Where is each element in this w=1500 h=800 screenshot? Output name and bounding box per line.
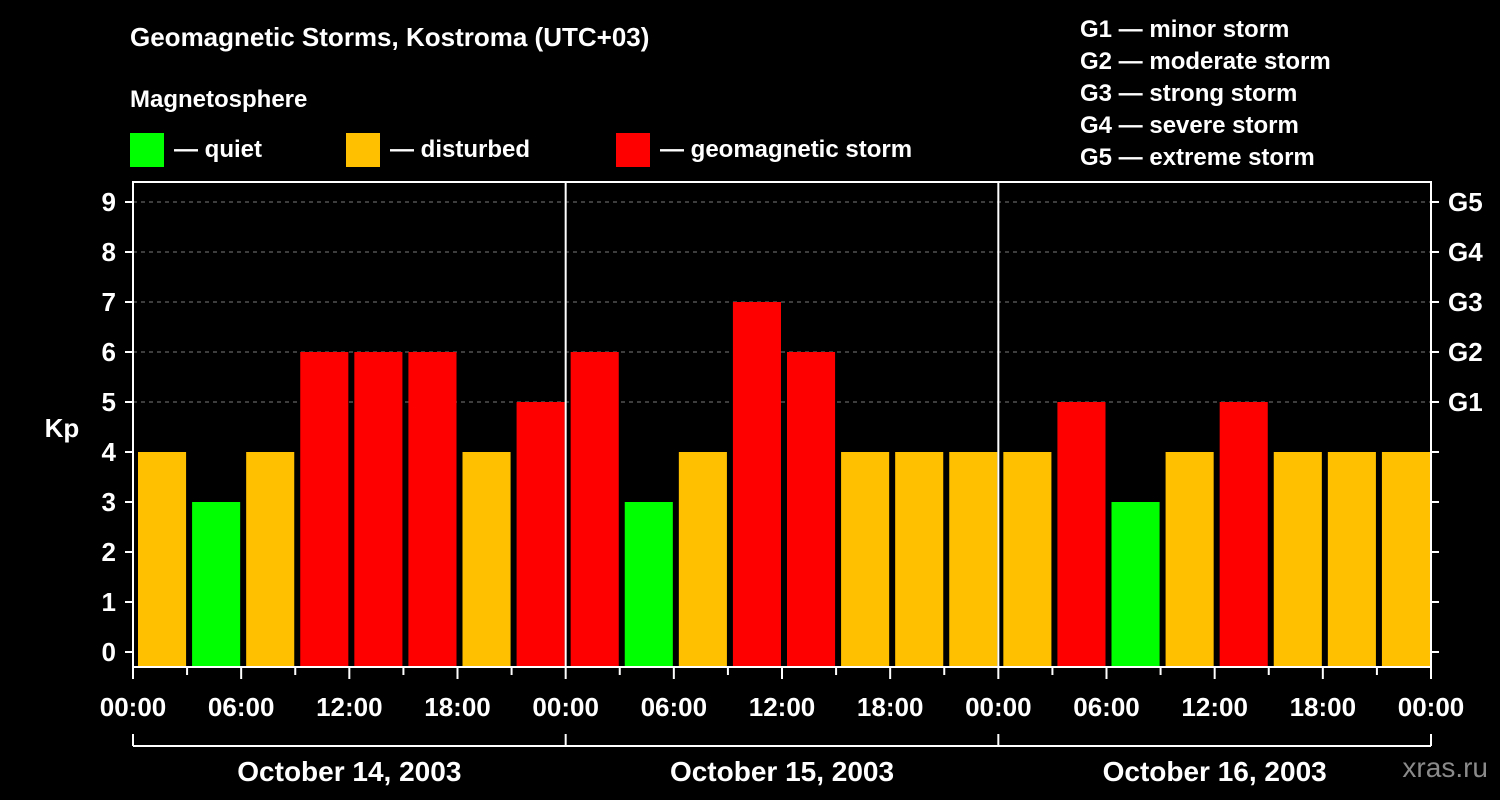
kp-bar	[1327, 452, 1376, 667]
legend-label-quiet: — quiet	[174, 136, 262, 163]
x-axis: 00:00 06:00 12:00 18:00 00:00 06:00 12:00 18:00…	[100, 667, 1465, 787]
kp-bar	[246, 452, 295, 667]
kp-bar	[624, 502, 673, 667]
kp-bar	[732, 302, 781, 667]
g-axis-label: G4	[1448, 237, 1483, 267]
x-tick-label: 12:00	[1181, 692, 1248, 722]
kp-bar	[516, 402, 565, 667]
day-label: October 14, 2003	[237, 756, 461, 787]
x-tick-label: 18:00	[424, 692, 491, 722]
x-tick-label: 18:00	[1290, 692, 1357, 722]
g-axis-label: G5	[1448, 187, 1483, 217]
legend-item-quiet: — quiet	[130, 133, 262, 167]
g-axis-label: G1	[1448, 387, 1483, 417]
y-tick-label: 3	[102, 487, 116, 517]
g-level-3: G3 — strong storm	[1080, 80, 1298, 107]
y-tick-label: 8	[102, 237, 116, 267]
kp-bar	[1219, 402, 1268, 667]
bars	[138, 302, 1430, 667]
legend-label-disturbed: — disturbed	[390, 136, 531, 163]
kp-bar	[895, 452, 944, 667]
kp-bar	[192, 502, 241, 667]
kp-bar	[1111, 502, 1160, 667]
y-axis-label: Kp	[45, 413, 80, 443]
legend-swatch-disturbed	[346, 133, 380, 167]
g-axis-label: G2	[1448, 337, 1483, 367]
right-axis: G1 G2 G3 G4 G5	[1431, 187, 1483, 653]
day-label: October 16, 2003	[1103, 756, 1327, 787]
kp-bar	[138, 452, 187, 667]
kp-bar	[678, 452, 727, 667]
y-tick-label: 9	[102, 187, 116, 217]
kp-bar	[841, 452, 890, 667]
x-tick-label: 00:00	[100, 692, 167, 722]
x-tick-label: 06:00	[1073, 692, 1140, 722]
g-level-2: G2 — moderate storm	[1080, 48, 1331, 75]
y-tick-label: 1	[102, 587, 116, 617]
legend-label-storm: — geomagnetic storm	[660, 136, 913, 163]
grid-lines	[133, 201, 1431, 403]
y-tick-label: 6	[102, 337, 116, 367]
kp-bar	[1273, 452, 1322, 667]
day-label: October 15, 2003	[670, 756, 894, 787]
y-tick-label: 2	[102, 537, 116, 567]
y-tick-label: 7	[102, 287, 116, 317]
kp-bar	[408, 352, 457, 667]
x-tick-label: 00:00	[1398, 692, 1465, 722]
kp-bar	[787, 352, 836, 667]
kp-bar	[1003, 452, 1052, 667]
kp-bar	[1381, 452, 1430, 667]
kp-bar	[949, 452, 998, 667]
chart-title: Geomagnetic Storms, Kostroma (UTC+03)	[130, 22, 650, 52]
g-axis-label: G3	[1448, 287, 1483, 317]
chart-subtitle: Magnetosphere	[130, 86, 308, 113]
x-tick-label: 06:00	[641, 692, 708, 722]
x-tick-label: 00:00	[532, 692, 599, 722]
kp-bar	[570, 352, 619, 667]
x-tick-label: 00:00	[965, 692, 1032, 722]
watermark: xras.ru	[1402, 752, 1488, 783]
g-level-legend: G1 — minor storm G2 — moderate storm G3 …	[1080, 14, 1331, 174]
legend-item-storm: — geomagnetic storm	[616, 133, 912, 167]
kp-bar	[300, 352, 349, 667]
legend-swatch-storm	[616, 133, 650, 167]
x-tick-label: 12:00	[316, 692, 383, 722]
x-tick-label: 12:00	[749, 692, 816, 722]
x-tick-label: 18:00	[857, 692, 924, 722]
kp-bar	[1057, 402, 1106, 667]
legend-swatch-quiet	[130, 133, 164, 167]
kp-bar	[462, 452, 511, 667]
y-tick-label: 4	[102, 437, 117, 467]
y-tick-label: 5	[102, 387, 116, 417]
g-level-1: G1 — minor storm	[1080, 16, 1290, 43]
y-axis: 0 1 2 3 4 5 6 7 8 9	[102, 187, 133, 667]
kp-bar	[354, 352, 403, 667]
kp-bar	[1165, 452, 1214, 667]
legend-item-disturbed: — disturbed	[346, 133, 530, 167]
x-tick-label: 06:00	[208, 692, 275, 722]
g-level-4: G4 — severe storm	[1080, 112, 1299, 139]
y-tick-label: 0	[102, 637, 116, 667]
g-level-5: G5 — extreme storm	[1080, 144, 1315, 171]
